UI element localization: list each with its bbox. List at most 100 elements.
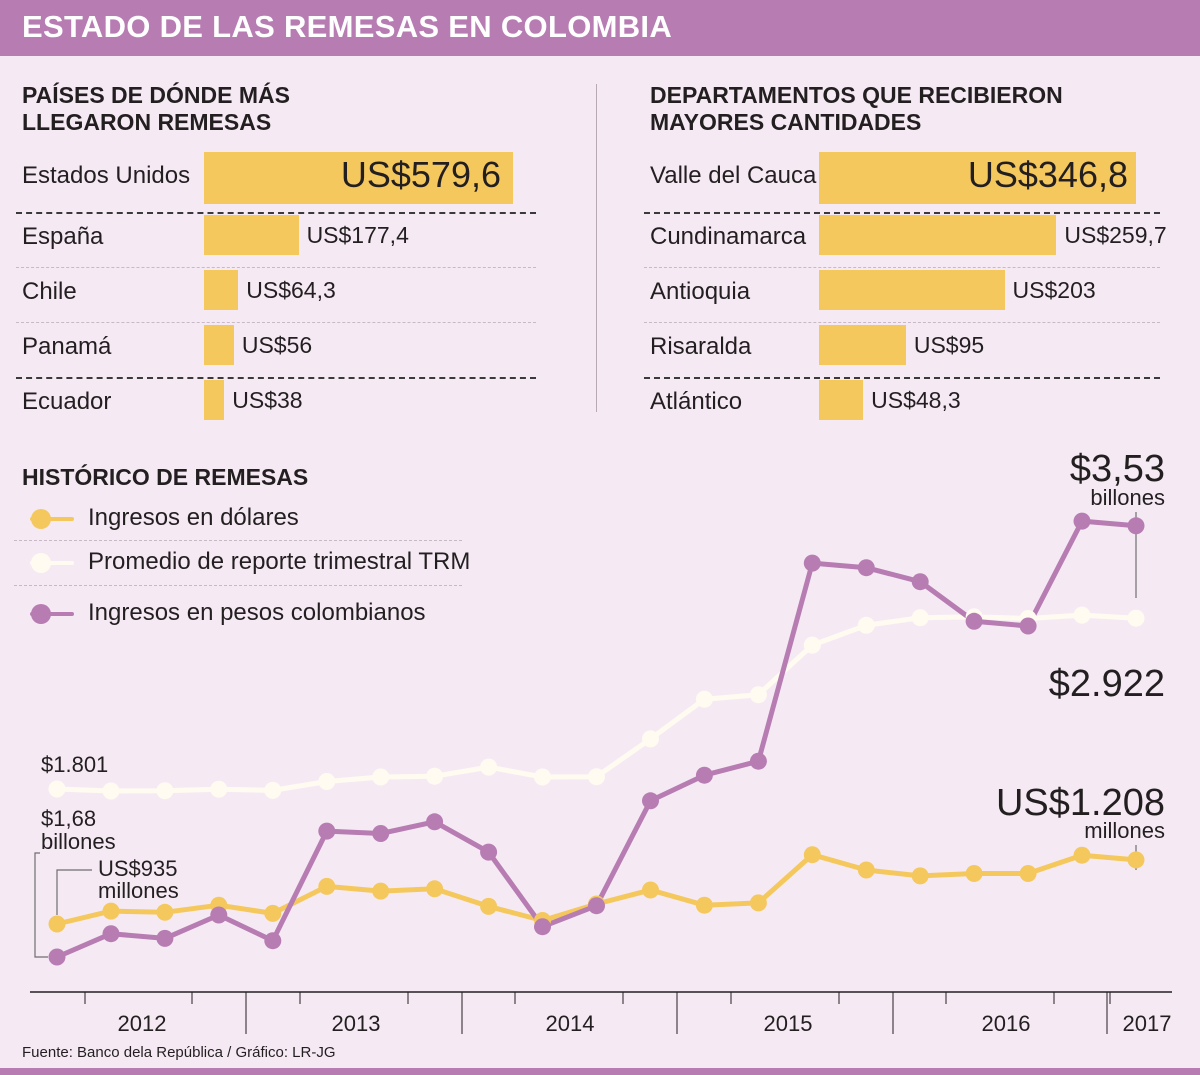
annotation-trm-start: $1.801 [41, 752, 108, 777]
point-pesos [965, 612, 983, 630]
point-pesos [1073, 512, 1091, 530]
point-trm [1127, 609, 1145, 627]
point-pesos [372, 825, 390, 842]
country-separator [16, 267, 536, 268]
point-usd [911, 867, 929, 885]
page-title: ESTADO DE LAS REMESAS EN COLOMBIA [22, 9, 673, 44]
point-pesos [911, 573, 929, 591]
country-row: Ecuador US$38 [16, 380, 536, 435]
country-row: Estados Unidos US$579,6 [16, 152, 536, 207]
legend-dot-pesos [31, 604, 51, 624]
annotation-pesos-end-unit: billones [1090, 485, 1165, 510]
x-axis-year-label: 2016 [982, 1011, 1031, 1036]
history-title: HISTÓRICO DE REMESAS [22, 464, 309, 490]
point-usd [534, 912, 551, 929]
leader-usd-start [56, 869, 92, 915]
line-usd [54, 852, 1139, 927]
series-points [48, 512, 1145, 966]
department-value-label: US$95 [913, 332, 985, 358]
bottom-bar [0, 1068, 1200, 1075]
country-bar [204, 215, 299, 255]
department-value-label: US$346,8 [967, 154, 1128, 195]
section-divider [596, 84, 597, 412]
department-row: Risaralda US$95 [644, 325, 1160, 380]
annotation-usd-start-value: US$935 [98, 856, 178, 881]
country-bar [204, 380, 225, 420]
point-pesos [426, 813, 444, 831]
department-bar [819, 325, 906, 365]
point-usd [749, 894, 767, 912]
point-usd [642, 881, 659, 899]
line-pesos [54, 518, 1139, 960]
legend-separator [14, 540, 462, 541]
annotation-pesos-end-value: $3,53 [1070, 448, 1165, 490]
point-trm [156, 782, 174, 800]
department-value-label: US$48,3 [871, 387, 961, 413]
department-label: Risaralda [650, 333, 752, 360]
legend-separator [14, 585, 462, 586]
department-separator [644, 322, 1160, 323]
point-usd [803, 846, 821, 864]
x-axis: 2012 2013 2014 2015 2016 2017 [30, 991, 1172, 1036]
point-trm [588, 768, 605, 786]
point-trm [210, 780, 228, 798]
point-pesos [156, 929, 174, 947]
department-label: Atlántico [650, 388, 743, 415]
department-separator [644, 377, 1160, 379]
point-usd [426, 880, 444, 898]
country-label: Chile [22, 278, 77, 305]
country-label: España [22, 223, 104, 250]
point-trm [749, 686, 767, 704]
point-pesos [480, 843, 498, 861]
point-pesos [264, 932, 282, 950]
point-usd [480, 897, 498, 915]
departments-title: DEPARTAMENTOS QUE RECIBIERON MAYORES CAN… [650, 82, 1063, 136]
annotation-pesos-start-value: $1,68 [41, 806, 96, 831]
point-usd [210, 896, 228, 914]
point-trm [965, 608, 983, 626]
point-usd [1127, 851, 1145, 869]
country-separator [16, 322, 536, 323]
x-axis-year-label: 2014 [546, 1011, 595, 1036]
department-bar [819, 152, 1136, 204]
point-pesos [803, 554, 821, 572]
point-pesos [210, 906, 228, 924]
country-row: España US$177,4 [16, 215, 536, 270]
country-value-label: US$38 [232, 387, 303, 413]
country-bar [204, 325, 234, 365]
x-axis-year-label: 2013 [332, 1011, 381, 1036]
point-trm [803, 636, 821, 654]
point-trm [1019, 610, 1037, 627]
country-value-label: US$579,6 [340, 154, 501, 195]
country-value-label: US$64,3 [246, 277, 336, 303]
point-trm [534, 768, 551, 786]
point-trm [264, 781, 282, 799]
point-usd [264, 904, 282, 922]
country-separator [16, 377, 536, 379]
point-pesos [102, 925, 120, 943]
department-bar [819, 270, 1005, 310]
country-value-label: US$56 [241, 332, 313, 358]
legend-swatch-trm [30, 561, 74, 565]
point-usd [1019, 865, 1037, 882]
department-value-label: US$203 [1012, 277, 1096, 303]
countries-title-line2: LLEGARON REMESAS [22, 109, 272, 135]
department-separator [644, 267, 1160, 268]
x-axis-year-label: 2015 [764, 1011, 813, 1036]
country-separator [16, 212, 536, 214]
annotation-usd-end-unit: millones [1084, 818, 1165, 843]
line-trm [54, 612, 1139, 794]
country-label: Ecuador [22, 388, 112, 415]
legend-label-pesos: Ingresos en pesos colombianos [88, 599, 426, 626]
countries-title-line1: PAÍSES DE DÓNDE MÁS [22, 82, 290, 108]
department-label: Antioquia [650, 278, 751, 305]
point-usd [588, 895, 605, 913]
annotation-pesos-start-unit: billones [41, 829, 116, 854]
legend-swatch-usd [30, 517, 74, 521]
point-usd [318, 877, 336, 895]
leader-pesos-start [34, 852, 48, 958]
point-usd [965, 865, 983, 882]
country-label: Panamá [22, 333, 112, 360]
point-trm [642, 730, 659, 748]
point-trm [426, 767, 444, 785]
